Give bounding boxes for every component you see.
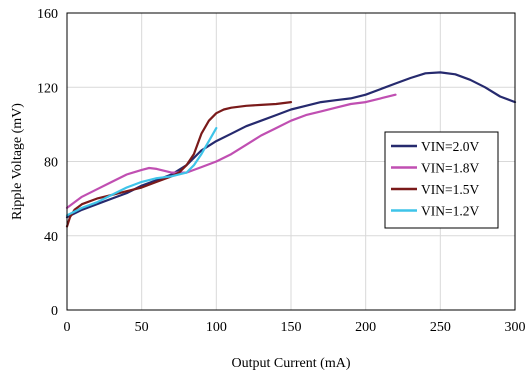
x-tick-label: 150 [281,320,302,335]
x-tick-label: 0 [64,320,71,335]
legend-label: VIN=1.2V [421,204,479,219]
x-tick-label: 200 [355,320,376,335]
x-tick-label: 50 [135,320,149,335]
series-lines [65,71,517,228]
tick-labels: 0 50 100 150 200 250 300 0 40 80 120 160 [37,7,526,335]
legend-label: VIN=1.8V [421,161,479,176]
series-line-1 [65,71,517,219]
y-tick-label: 80 [44,156,58,171]
legend-box [384,131,499,229]
x-tick-label: 250 [430,320,451,335]
x-axis-label: Output Current (mA) [232,356,351,371]
series-line-4 [65,127,218,217]
y-tick-label: 40 [44,230,58,245]
y-tick-label: 160 [37,7,58,22]
legend: VIN=2.0V VIN=1.8V VIN=1.5V VIN=1.2V [384,131,499,229]
x-tick-label: 100 [206,320,227,335]
series-line-2 [65,93,397,209]
y-tick-label: 120 [37,81,58,96]
x-tick-label: 300 [505,320,526,335]
plot-area [66,12,516,311]
y-axis-label: Ripple Voltage (mV) [10,103,25,220]
legend-label: VIN=2.0V [421,139,479,154]
y-tick-label: 0 [51,304,58,319]
legend-label: VIN=1.5V [421,182,479,197]
series-line-3 [65,100,293,228]
